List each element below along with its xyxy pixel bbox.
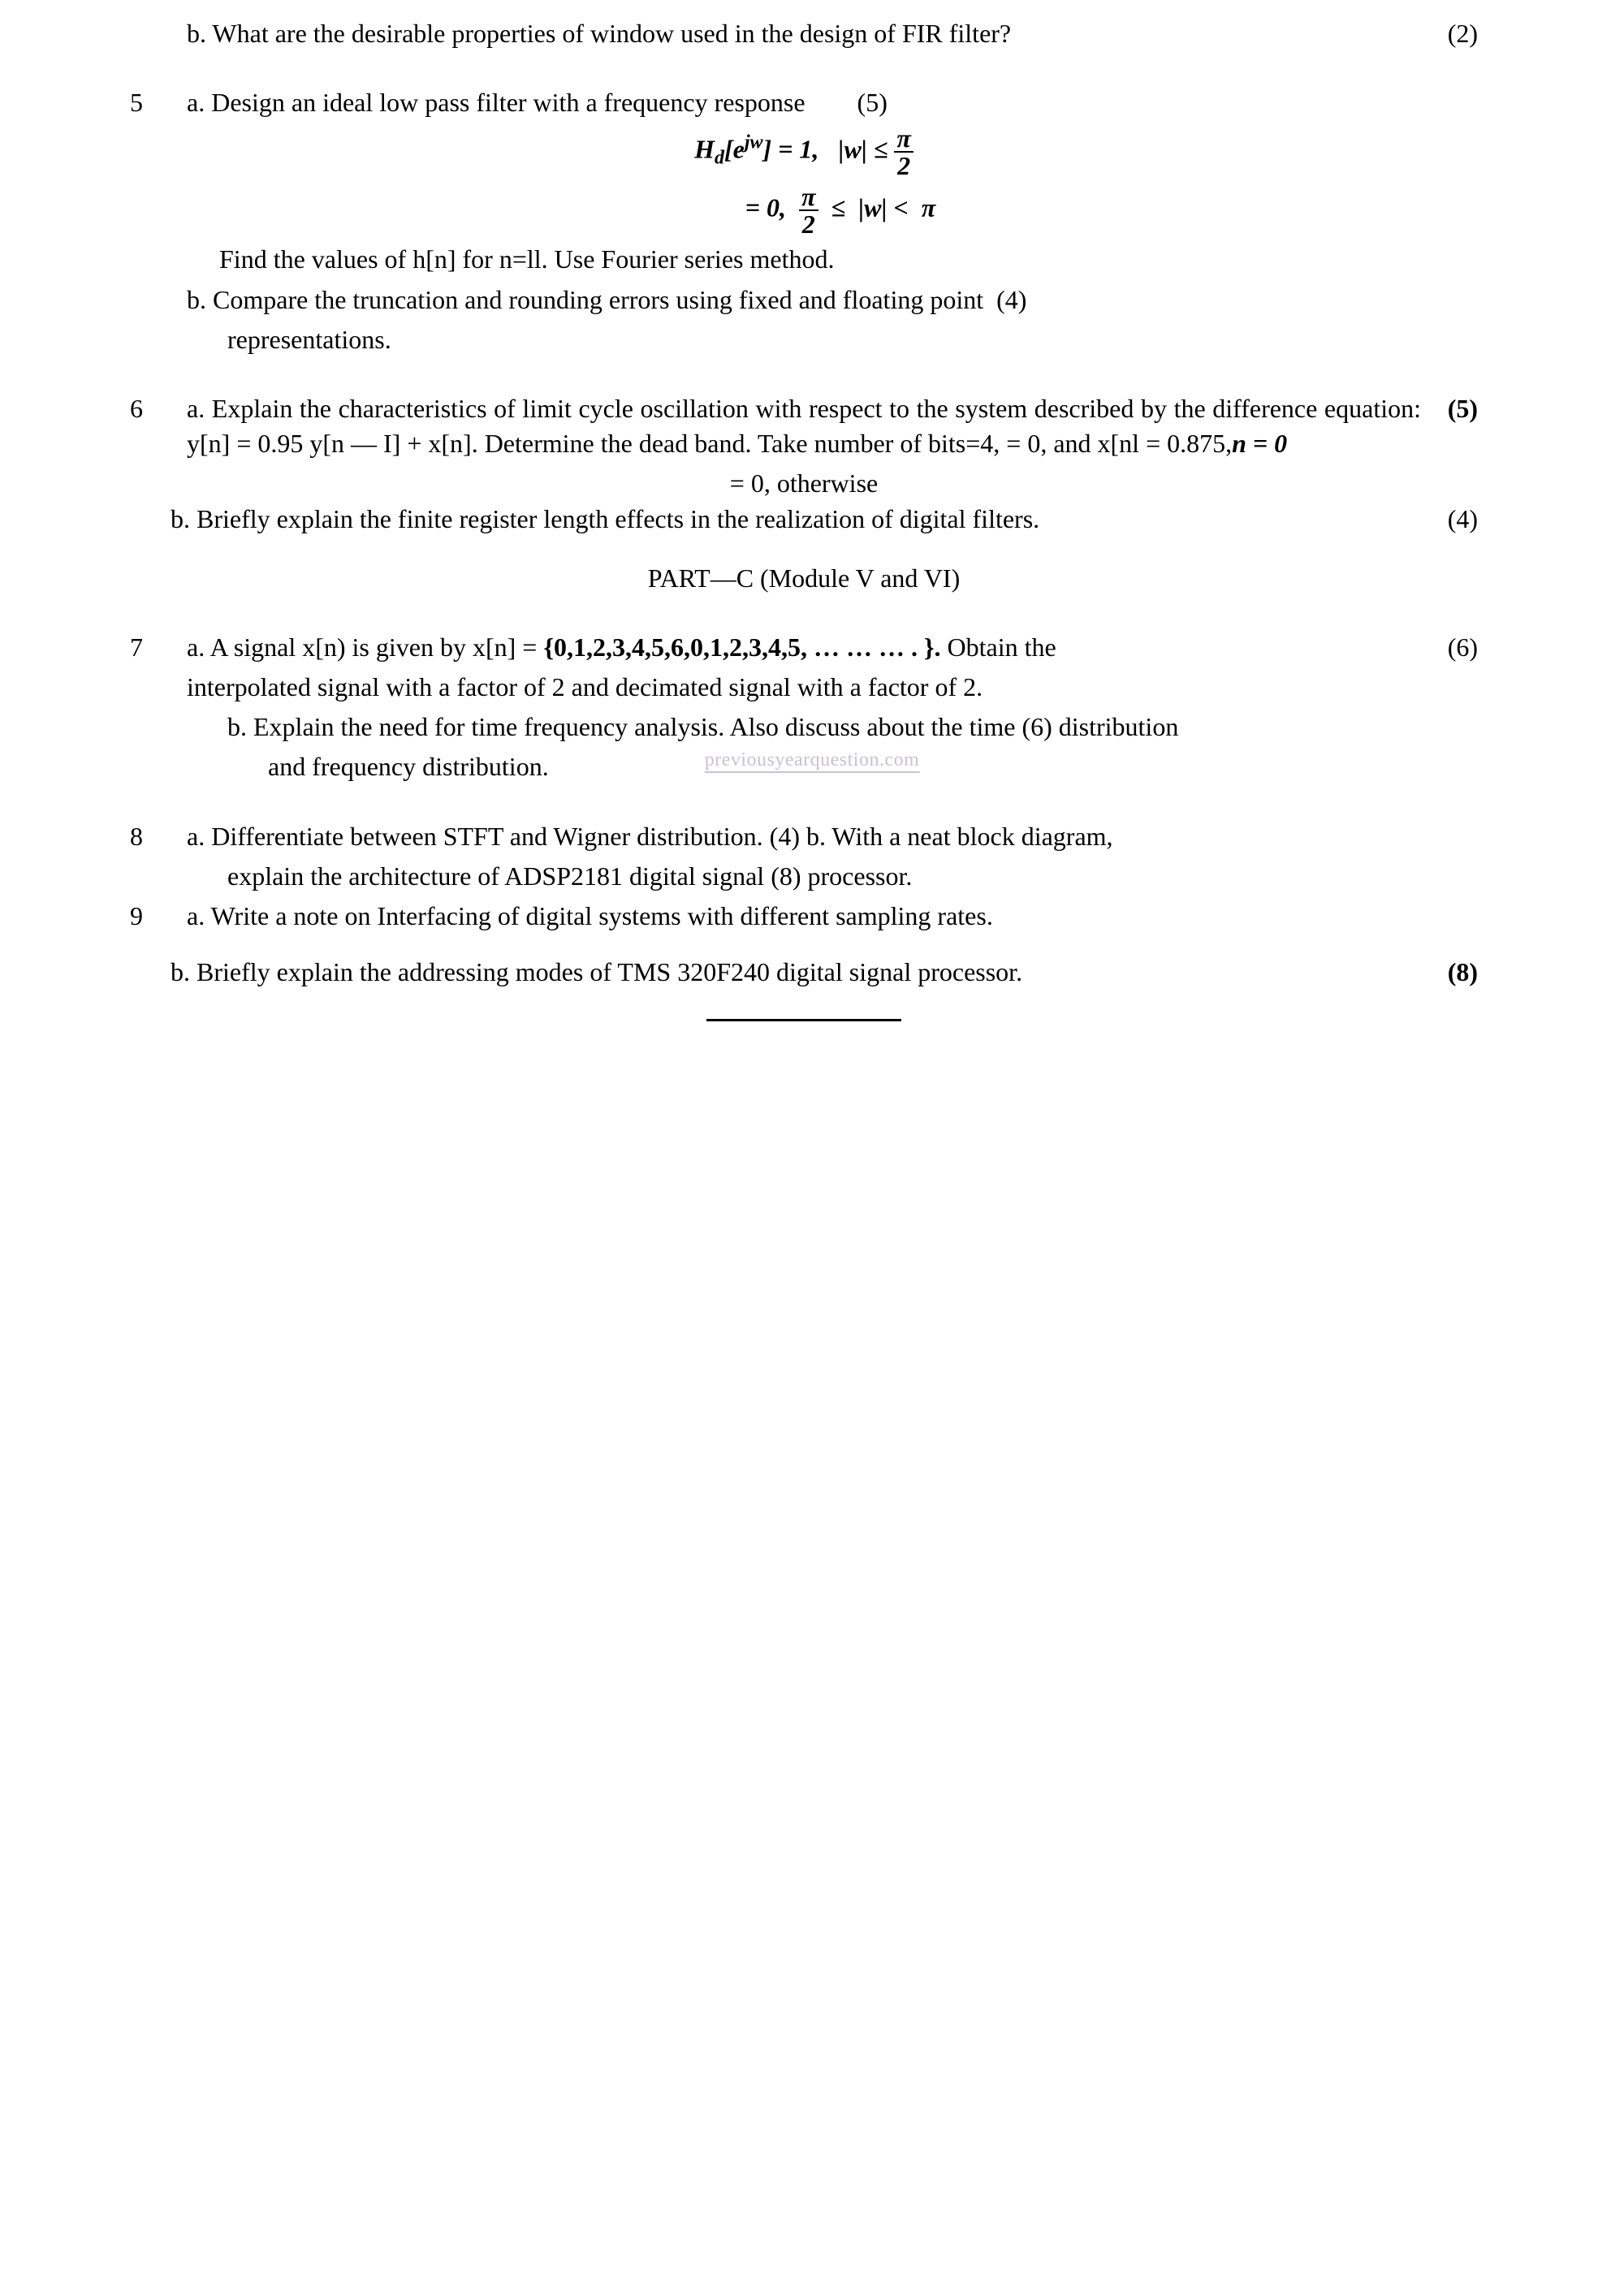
q6b-row: b. Briefly explain the finite register l… <box>130 502 1478 537</box>
q8a-row1: 8 a. Differentiate between STFT and Wign… <box>130 819 1478 854</box>
q5a-row: 5 a. Design an ideal low pass filter wit… <box>130 85 1478 120</box>
q7a-row2: interpolated signal with a factor of 2 a… <box>130 670 1478 705</box>
q5a-marks: (5) <box>857 88 888 117</box>
q5b-row1: b. Compare the truncation and rounding e… <box>130 283 1478 317</box>
q5-num: 5 <box>130 85 187 120</box>
q6-num: 6 <box>130 391 187 426</box>
q6a-label: a. <box>187 394 205 423</box>
q7b-body: b. Explain the need for time frequency a… <box>187 710 1421 744</box>
q4b-marks: (2) <box>1421 16 1478 51</box>
q5b-label: b. <box>187 285 206 314</box>
q9b-body: b. Briefly explain the addressing modes … <box>171 955 1421 990</box>
q4b-body: b. What are the desirable properties of … <box>187 16 1421 51</box>
end-rule <box>706 1019 901 1021</box>
q6b-body: b. Briefly explain the finite register l… <box>171 502 1421 537</box>
q5a-eq2: = 0, π2 ≤ |w| < π <box>130 183 1478 237</box>
q8a-label: a. <box>187 822 205 851</box>
q9-num: 9 <box>130 899 187 934</box>
q5b-line2: representations. <box>187 322 1421 357</box>
q6a-text: Explain the characteristics of limit cyc… <box>187 394 1421 458</box>
q4b-text: What are the desirable properties of win… <box>212 19 1011 48</box>
q8a-body: a. Differentiate between STFT and Wigner… <box>187 819 1421 854</box>
q7a-marks: (6) <box>1421 630 1478 665</box>
q8a-row2: explain the architecture of ADSP2181 dig… <box>130 859 1478 894</box>
q7b-label: b. <box>227 712 247 741</box>
q9b-row: b. Briefly explain the addressing modes … <box>130 955 1478 990</box>
q7b-line2: and frequency distribution. <box>187 749 1421 784</box>
q5b-row2: representations. <box>130 322 1478 357</box>
q6a-marks: (5) <box>1421 391 1478 426</box>
q7a-row1: 7 a. A signal x[n) is given by x[n] = {0… <box>130 630 1478 665</box>
q6b-label: b. <box>171 504 190 533</box>
q4b-label: b. <box>187 19 206 48</box>
q8-num: 8 <box>130 819 187 854</box>
part-c-title: PART—C (Module V and VI) <box>130 561 1478 596</box>
q5a-tail-row: Find the values of h[n] for n=ll. Use Fo… <box>130 242 1478 277</box>
q5b-body: b. Compare the truncation and rounding e… <box>187 283 1421 317</box>
q4b-row: b. What are the desirable properties of … <box>130 16 1478 51</box>
exam-page: previousyearquestion.com b. What are the… <box>0 0 1624 2296</box>
q7-num: 7 <box>130 630 187 665</box>
q5a-eq1: Hd[ejw] = 1, |w| ≤ π2 <box>130 125 1478 179</box>
q9a-body: a. Write a note on Interfacing of digita… <box>187 899 1421 934</box>
q5b-marks: (4) <box>996 285 1026 314</box>
q9b-marks: (8) <box>1421 955 1478 990</box>
q7a-label: a. <box>187 632 205 662</box>
q6a-body: a. Explain the characteristics of limit … <box>187 391 1421 461</box>
q8a-line1: Differentiate between STFT and Wigner di… <box>211 822 1112 851</box>
q5a-tail: Find the values of h[n] for n=ll. Use Fo… <box>187 242 1421 277</box>
q7a-body: a. A signal x[n) is given by x[n] = {0,1… <box>187 630 1421 665</box>
q9b-text: Briefly explain the addressing modes of … <box>197 957 1022 986</box>
q9a-row: 9 a. Write a note on Interfacing of digi… <box>130 899 1478 934</box>
q7b-row2: and frequency distribution. <box>130 749 1478 784</box>
q9a-text: Write a note on Interfacing of digital s… <box>211 901 993 930</box>
q6a-row: 6 a. Explain the characteristics of limi… <box>130 391 1478 461</box>
q9b-label: b. <box>171 957 190 986</box>
q7b-row1: b. Explain the need for time frequency a… <box>130 710 1478 744</box>
q8a-line2: explain the architecture of ADSP2181 dig… <box>187 859 1421 894</box>
q7b-line1: Explain the need for time frequency anal… <box>253 712 1178 741</box>
q6a-eq: = 0, otherwise <box>130 466 1478 501</box>
q5b-line1: Compare the truncation and rounding erro… <box>213 285 983 314</box>
q7a-line2: interpolated signal with a factor of 2 a… <box>187 670 1421 705</box>
q9a-label: a. <box>187 901 205 930</box>
q5a-label: a. <box>187 88 205 117</box>
q7a-text: A signal x[n) is given by x[n] = {0,1,2,… <box>209 632 1056 662</box>
q5a-lead: Design an ideal low pass filter with a f… <box>211 88 805 117</box>
q5a-body: a. Design an ideal low pass filter with … <box>187 85 1421 120</box>
q6b-text: Briefly explain the finite register leng… <box>197 504 1039 533</box>
q6b-marks: (4) <box>1421 502 1478 537</box>
